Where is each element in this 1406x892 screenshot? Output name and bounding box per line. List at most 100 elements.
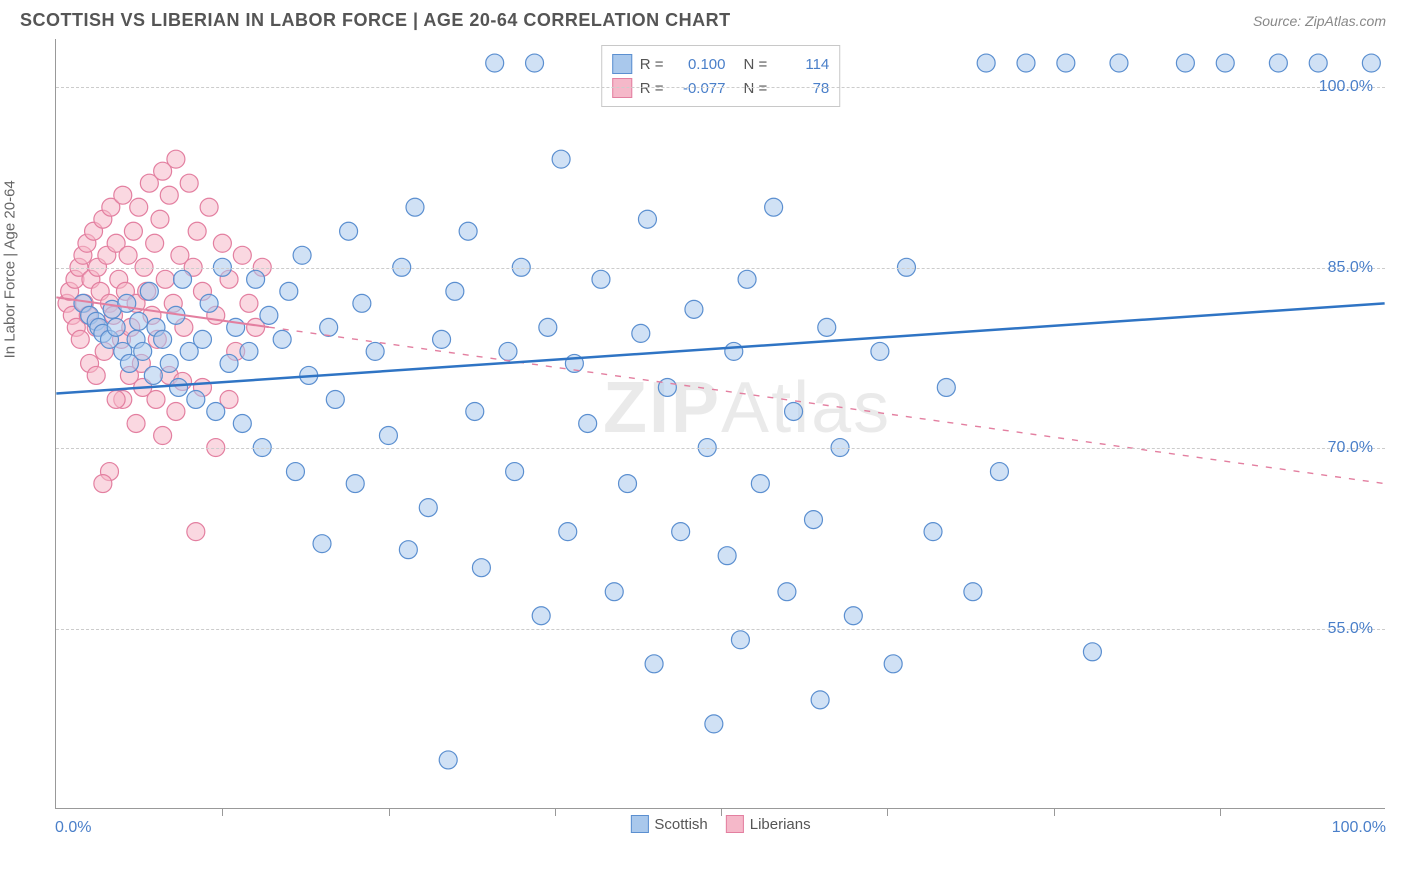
data-point — [320, 318, 338, 336]
xaxis-labels: 0.0% Scottish Liberians 100.0% — [55, 809, 1386, 839]
data-point — [466, 402, 484, 420]
data-point — [1176, 54, 1194, 72]
data-point — [366, 342, 384, 360]
data-point — [499, 342, 517, 360]
data-point — [146, 234, 164, 252]
data-point — [273, 330, 291, 348]
data-point — [293, 246, 311, 264]
stats-swatch — [612, 54, 632, 74]
data-point — [346, 475, 364, 493]
legend-label: Liberians — [750, 816, 811, 833]
data-point — [118, 294, 136, 312]
data-point — [240, 342, 258, 360]
stats-n-label: N = — [744, 56, 768, 73]
data-point — [200, 198, 218, 216]
data-point — [220, 354, 238, 372]
data-point — [486, 54, 504, 72]
data-point — [658, 378, 676, 396]
data-point — [672, 523, 690, 541]
data-point — [1362, 54, 1380, 72]
plot-area: ZIPAtlas R =0.100N =114R =-0.077N =78 55… — [55, 39, 1385, 809]
data-point — [751, 475, 769, 493]
stats-row: R =0.100N =114 — [612, 52, 830, 76]
data-point — [924, 523, 942, 541]
data-point — [160, 186, 178, 204]
data-point — [71, 330, 89, 348]
data-point — [188, 222, 206, 240]
data-point — [140, 282, 158, 300]
data-point — [154, 330, 172, 348]
stats-r-val: 0.100 — [672, 56, 726, 73]
legend-item: Liberians — [726, 815, 811, 833]
data-point — [119, 246, 137, 264]
data-point — [559, 523, 577, 541]
data-point — [147, 390, 165, 408]
data-point — [233, 246, 251, 264]
grid-line — [56, 629, 1385, 630]
xaxis-min-label: 0.0% — [55, 819, 91, 837]
data-point — [124, 222, 142, 240]
data-point — [632, 324, 650, 342]
data-point — [326, 390, 344, 408]
data-point — [419, 499, 437, 517]
data-point — [213, 234, 231, 252]
data-point — [990, 463, 1008, 481]
data-point — [200, 294, 218, 312]
data-point — [180, 174, 198, 192]
data-point — [399, 541, 417, 559]
data-point — [313, 535, 331, 553]
data-point — [193, 330, 211, 348]
data-point — [1269, 54, 1287, 72]
data-point — [725, 342, 743, 360]
data-point — [552, 150, 570, 168]
stats-n-val: 114 — [775, 56, 829, 73]
chart-title: SCOTTISH VS LIBERIAN IN LABOR FORCE | AG… — [20, 10, 731, 31]
data-point — [605, 583, 623, 601]
data-point — [738, 270, 756, 288]
data-point — [619, 475, 637, 493]
data-point — [207, 402, 225, 420]
data-point — [871, 342, 889, 360]
data-point — [1110, 54, 1128, 72]
chart-header: SCOTTISH VS LIBERIAN IN LABOR FORCE | AG… — [0, 0, 1406, 39]
legend-item: Scottish — [630, 815, 707, 833]
legend-swatch — [630, 815, 648, 833]
data-point — [107, 318, 125, 336]
ytick-label: 85.0% — [1328, 259, 1373, 277]
data-point — [718, 547, 736, 565]
data-point — [160, 354, 178, 372]
legend-swatch — [726, 815, 744, 833]
data-point — [1216, 54, 1234, 72]
data-point — [280, 282, 298, 300]
data-point — [151, 210, 169, 228]
data-point — [818, 318, 836, 336]
data-point — [765, 198, 783, 216]
data-point — [134, 342, 152, 360]
data-point — [778, 583, 796, 601]
data-point — [286, 463, 304, 481]
chart-container: In Labor Force | Age 20-64 ZIPAtlas R =0… — [20, 39, 1386, 839]
data-point — [811, 691, 829, 709]
data-point — [433, 330, 451, 348]
data-point — [406, 198, 424, 216]
data-point — [170, 378, 188, 396]
data-point — [379, 427, 397, 445]
data-point — [130, 198, 148, 216]
data-point — [592, 270, 610, 288]
data-point — [187, 523, 205, 541]
data-point — [233, 415, 251, 433]
data-point — [804, 511, 822, 529]
xaxis-max-label: 100.0% — [1332, 819, 1386, 837]
data-point — [526, 54, 544, 72]
data-point — [579, 415, 597, 433]
bottom-legend: Scottish Liberians — [630, 815, 810, 833]
ytick-label: 100.0% — [1319, 78, 1373, 96]
data-point — [167, 150, 185, 168]
data-point — [353, 294, 371, 312]
data-point — [785, 402, 803, 420]
data-point — [1057, 54, 1075, 72]
data-point — [459, 222, 477, 240]
grid-line — [56, 268, 1385, 269]
yaxis-label: In Labor Force | Age 20-64 — [2, 180, 19, 358]
data-point — [94, 475, 112, 493]
